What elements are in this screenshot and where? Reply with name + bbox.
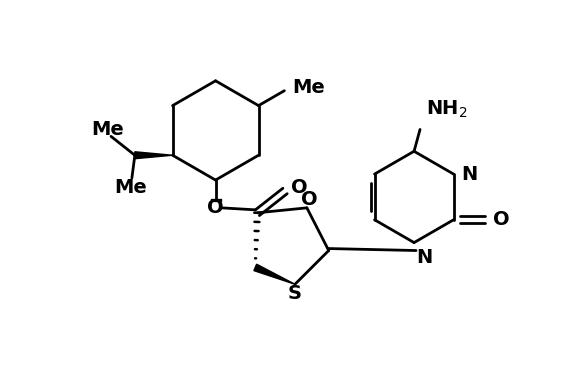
Text: Me: Me <box>114 177 147 197</box>
Text: N: N <box>416 248 432 267</box>
Text: O: O <box>207 198 224 217</box>
Text: O: O <box>494 210 510 229</box>
Text: Me: Me <box>292 78 325 97</box>
Polygon shape <box>254 264 295 284</box>
Text: NH$_2$: NH$_2$ <box>426 98 467 120</box>
Polygon shape <box>135 152 173 159</box>
Text: S: S <box>288 284 302 303</box>
Text: Me: Me <box>91 120 124 139</box>
Text: O: O <box>291 178 307 198</box>
Text: O: O <box>300 190 317 209</box>
Text: N: N <box>462 165 478 184</box>
